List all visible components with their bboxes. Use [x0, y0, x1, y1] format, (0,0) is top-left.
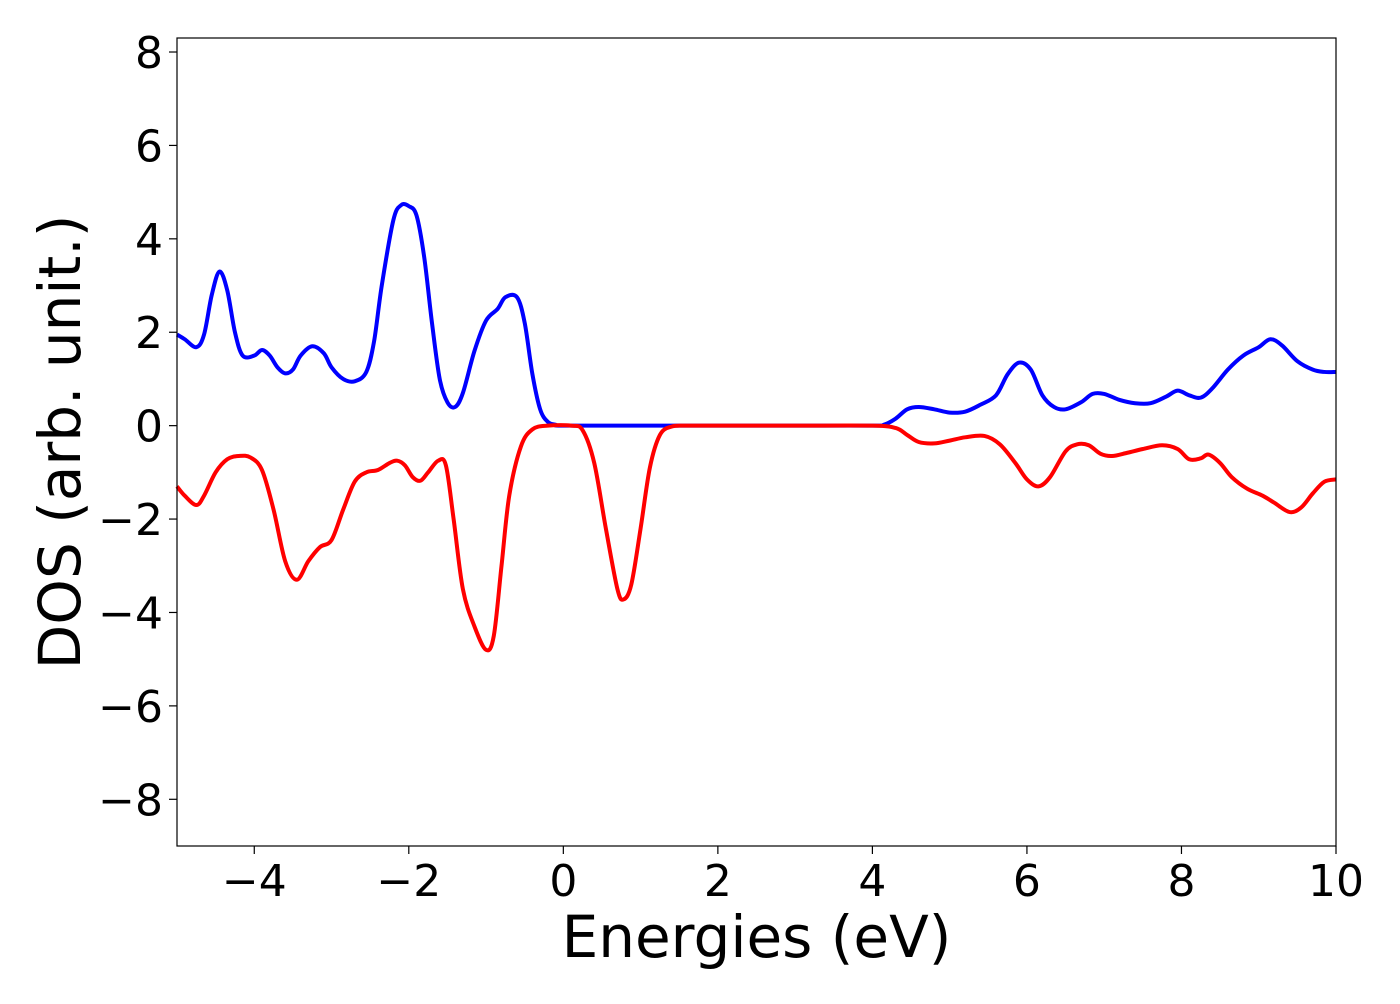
plot-frame [176, 37, 1337, 847]
y-tick-label: 8 [135, 28, 163, 79]
y-axis-label: DOS (arb. unit.) [26, 215, 94, 670]
x-tick-label: 10 [1308, 856, 1364, 907]
x-tick-label: −4 [222, 856, 287, 907]
dos-series-line-2 [175, 423, 1337, 653]
y-tick-label: −8 [98, 775, 163, 826]
dos-series-line-1 [175, 202, 1337, 428]
y-axis-ticks: 8 6 4 2 0 −2 −4 −6 −8 [98, 28, 177, 826]
y-tick-label: 4 [135, 215, 163, 266]
y-tick-label: 0 [135, 402, 163, 453]
x-tick-label: 6 [1013, 856, 1041, 907]
x-tick-label: 4 [858, 856, 886, 907]
x-tick-label: 2 [704, 856, 732, 907]
x-tick-label: 8 [1167, 856, 1195, 907]
y-tick-label: −4 [98, 588, 163, 639]
x-axis-ticks: −4 −2 0 2 4 6 8 10 [222, 846, 1364, 907]
y-tick-label: 6 [135, 121, 163, 172]
y-tick-label: −2 [98, 495, 163, 546]
x-tick-label: 0 [549, 856, 577, 907]
y-tick-label: −6 [98, 682, 163, 733]
y-tick-label: 2 [135, 308, 163, 359]
x-tick-label: −2 [376, 856, 441, 907]
x-axis-label: Energies (eV) [562, 903, 952, 971]
series-layer [175, 202, 1337, 653]
